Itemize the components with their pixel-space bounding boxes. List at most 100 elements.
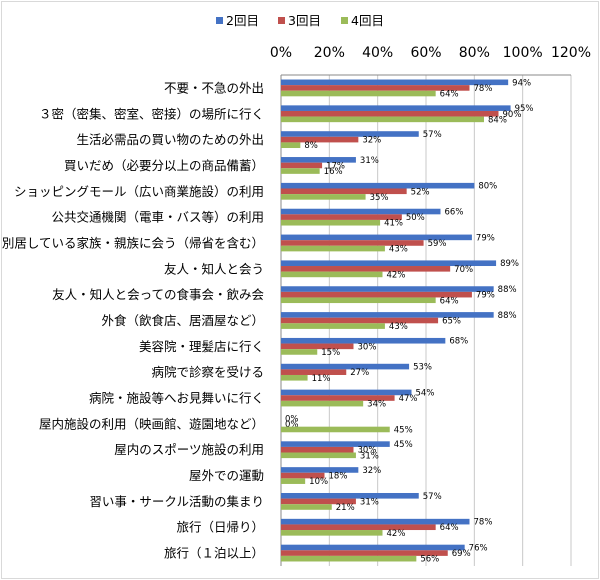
category-label: 屋内のスポーツ施設の利用 bbox=[114, 442, 264, 457]
bar bbox=[281, 110, 499, 117]
data-label: 53% bbox=[413, 363, 432, 373]
bar bbox=[281, 323, 385, 329]
data-label: 95% bbox=[515, 104, 534, 114]
data-label: 54% bbox=[416, 388, 435, 398]
bar bbox=[281, 188, 407, 195]
legend-label: 4回目 bbox=[351, 13, 384, 28]
category-label: 友人・知人と会う bbox=[164, 261, 264, 276]
data-label: 43% bbox=[389, 322, 408, 332]
category-label: 不要・不急の外出 bbox=[164, 80, 264, 95]
bar bbox=[281, 530, 383, 536]
data-label: 80% bbox=[478, 182, 497, 192]
bar bbox=[281, 363, 410, 370]
category-label: 旅行（日帰り） bbox=[176, 520, 264, 535]
data-label: 30% bbox=[358, 446, 377, 456]
legend-label: 3回目 bbox=[288, 13, 321, 28]
data-label: 18% bbox=[329, 472, 348, 482]
data-label: 68% bbox=[449, 337, 468, 347]
legend-swatch bbox=[341, 17, 348, 24]
category-label: 別居している家族・親族に会う（帰省を含む） bbox=[2, 235, 264, 250]
bar bbox=[281, 162, 323, 169]
bar bbox=[281, 498, 356, 505]
data-label: 8% bbox=[304, 141, 318, 151]
data-label: 43% bbox=[389, 245, 408, 255]
data-label: 79% bbox=[476, 291, 495, 301]
x-tick-label: 60% bbox=[410, 45, 441, 61]
bar bbox=[281, 291, 472, 298]
legend-swatch bbox=[216, 17, 223, 24]
bar bbox=[281, 79, 509, 86]
bar bbox=[281, 271, 383, 278]
bar bbox=[281, 260, 497, 267]
data-label: 42% bbox=[387, 529, 406, 539]
bar bbox=[281, 518, 470, 525]
data-label: 66% bbox=[445, 208, 464, 218]
bar bbox=[281, 234, 472, 241]
bar bbox=[281, 524, 436, 531]
data-label: 88% bbox=[498, 311, 517, 321]
bar bbox=[281, 472, 325, 479]
category-label: 生活必需品の買い物のための外出 bbox=[76, 132, 264, 147]
data-label: 52% bbox=[411, 187, 430, 197]
data-label: 32% bbox=[362, 466, 381, 476]
category-label: 習い事・サークル活動の集まり bbox=[89, 494, 264, 509]
bar bbox=[281, 544, 465, 551]
bar bbox=[281, 219, 381, 226]
bar bbox=[281, 374, 308, 381]
data-label: 35% bbox=[370, 193, 389, 203]
bar bbox=[281, 157, 356, 163]
data-label: 70% bbox=[454, 265, 473, 275]
bar bbox=[281, 343, 354, 350]
category-label: 屋外での運動 bbox=[189, 468, 264, 483]
data-label: 78% bbox=[474, 518, 493, 528]
x-tick-label: 100% bbox=[503, 45, 543, 61]
data-label: 42% bbox=[387, 270, 406, 280]
bar bbox=[281, 208, 441, 215]
bar bbox=[281, 400, 364, 407]
bar bbox=[281, 136, 359, 143]
x-tick-label: 80% bbox=[459, 45, 490, 61]
data-label: 21% bbox=[336, 503, 355, 513]
bar bbox=[281, 441, 390, 447]
data-label: 94% bbox=[512, 78, 531, 88]
bar bbox=[281, 317, 439, 324]
bar bbox=[281, 555, 417, 562]
bar bbox=[281, 426, 390, 433]
data-label: 15% bbox=[321, 348, 340, 358]
bar bbox=[281, 504, 332, 510]
category-label: 美容院・理髪店に行く bbox=[139, 339, 264, 354]
bar bbox=[281, 492, 419, 499]
bar bbox=[281, 467, 359, 473]
bar bbox=[281, 85, 470, 91]
category-label: ショッピングモール（広い商業施設）の利用 bbox=[14, 184, 264, 199]
bar bbox=[281, 168, 320, 174]
x-tick-label: 20% bbox=[314, 45, 345, 61]
data-label: 64% bbox=[440, 296, 459, 306]
category-label: 屋内施設の利用（映画館、遊園地など） bbox=[39, 416, 264, 431]
data-label: 57% bbox=[423, 130, 442, 140]
bar bbox=[281, 214, 402, 220]
data-label: 31% bbox=[360, 156, 379, 166]
data-label: 31% bbox=[360, 451, 379, 461]
x-tick-label: 40% bbox=[362, 45, 393, 61]
data-label: 34% bbox=[367, 400, 386, 410]
data-label: 41% bbox=[384, 219, 403, 229]
bar bbox=[281, 131, 419, 137]
bar bbox=[281, 105, 511, 111]
category-label: 友人・知人と会っての食事会・飲み会 bbox=[52, 287, 264, 302]
legend-swatch bbox=[278, 17, 285, 24]
data-label: 89% bbox=[500, 259, 519, 269]
bar bbox=[281, 446, 354, 453]
data-label: 11% bbox=[312, 374, 331, 384]
category-label: 病院で診察を受ける bbox=[151, 365, 264, 380]
x-tick-label: 120% bbox=[551, 45, 591, 61]
data-label: 45% bbox=[394, 425, 413, 435]
bar bbox=[281, 194, 366, 200]
data-label: 17% bbox=[326, 161, 345, 171]
category-label: 買いだめ（必要分以上の商品備蓄） bbox=[64, 158, 264, 173]
data-label: 79% bbox=[476, 233, 495, 243]
data-label: 84% bbox=[488, 115, 507, 125]
legend-label: 2回目 bbox=[226, 13, 259, 28]
bar bbox=[281, 349, 318, 355]
